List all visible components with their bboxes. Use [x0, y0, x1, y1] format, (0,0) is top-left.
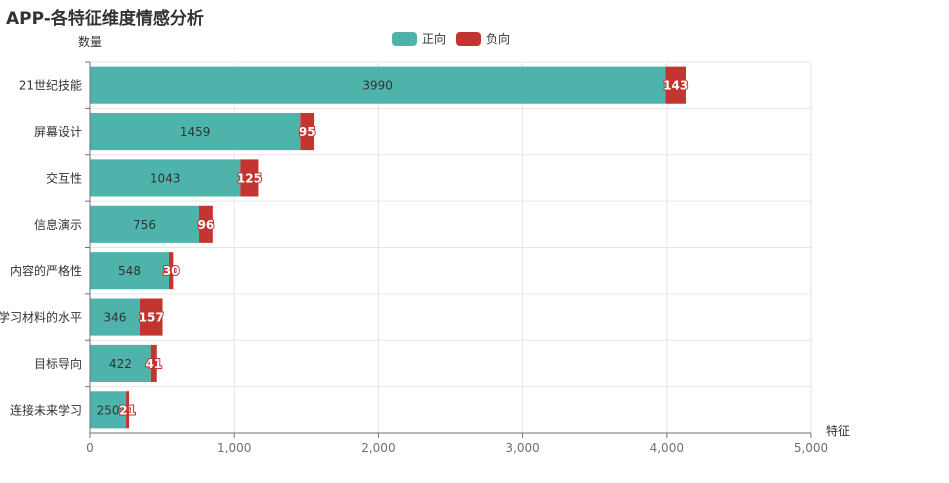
y-tick-label: 学习材料的水平 — [0, 310, 82, 325]
bar-negative[interactable] — [665, 66, 686, 104]
bar-negative[interactable] — [126, 391, 130, 429]
bar-label-negative: 157 — [139, 311, 164, 325]
bar-positive[interactable] — [90, 66, 666, 104]
y-tick-label: 内容的严格性 — [10, 263, 82, 278]
legend-swatch-positive[interactable] — [392, 32, 417, 46]
bar-positive[interactable] — [90, 205, 200, 243]
legend-swatch-negative[interactable] — [456, 32, 481, 46]
bar-label-positive: 548 — [118, 264, 141, 278]
bar-label-positive: 250 — [97, 403, 120, 417]
x-tick-label: 4,000 — [650, 441, 684, 455]
bar-label-negative: 30 — [163, 264, 180, 278]
bar-label-positive: 1043 — [150, 171, 181, 185]
bar-label-negative: 21 — [119, 403, 136, 417]
x-tick-label: 5,000 — [794, 441, 828, 455]
bar-label-positive: 422 — [109, 357, 132, 371]
bar-negative[interactable] — [199, 205, 213, 243]
axis-layer: 0 1,000 2,000 3,000 4,000 5,000 连接未来学习 目标导向 学习材料… — [0, 34, 850, 455]
x-tick-label: 3,000 — [505, 441, 539, 455]
legend[interactable]: 正向 负向 — [392, 31, 510, 46]
y-tick-label: 21世纪技能 — [19, 79, 82, 93]
y-axis-name: 数量 — [78, 34, 102, 49]
bar-label-negative: 95 — [299, 125, 316, 139]
bar-negative[interactable] — [240, 159, 259, 197]
bar-label-positive: 3990 — [362, 79, 393, 93]
bar-label-negative: 41 — [145, 357, 162, 371]
grid-layer — [90, 61, 812, 434]
bar-negative[interactable] — [139, 298, 163, 336]
legend-label-positive[interactable]: 正向 — [422, 31, 446, 46]
y-tick-label: 交互性 — [46, 170, 82, 185]
bar-label-positive: 346 — [103, 311, 126, 325]
chart-title: APP-各特征维度情感分析 — [6, 9, 204, 29]
y-tick-label: 目标导向 — [34, 356, 82, 371]
bar-positive[interactable] — [90, 113, 301, 151]
bar-positive[interactable] — [90, 344, 151, 382]
x-tick-label: 1,000 — [217, 441, 251, 455]
x-tick-label: 2,000 — [361, 441, 395, 455]
y-tick-label: 屏幕设计 — [34, 125, 82, 139]
y-tick-label: 信息演示 — [34, 217, 82, 232]
y-tick-label: 连接未来学习 — [10, 402, 82, 417]
bar-label-negative: 96 — [198, 218, 215, 232]
bar-positive[interactable] — [90, 298, 140, 336]
bar-label-negative: 125 — [237, 171, 262, 185]
bar-positive[interactable] — [90, 252, 170, 290]
bar-negative[interactable] — [300, 113, 315, 151]
bar-negative[interactable] — [150, 344, 157, 382]
bar-layer: 250 21 422 41 346 157 548 30 756 96 1043 125 1459 95 3… — [90, 66, 689, 429]
bar-label-positive: 756 — [133, 218, 156, 232]
legend-label-negative[interactable]: 负向 — [486, 31, 510, 46]
bar-label-positive: 1459 — [180, 125, 211, 139]
bar-negative[interactable] — [169, 252, 174, 290]
bar-label-negative: 143 — [663, 79, 688, 93]
bar-positive[interactable] — [90, 159, 241, 197]
x-tick-label: 0 — [86, 441, 94, 455]
x-axis-name: 特征 — [826, 423, 850, 438]
bar-positive[interactable] — [90, 391, 127, 429]
